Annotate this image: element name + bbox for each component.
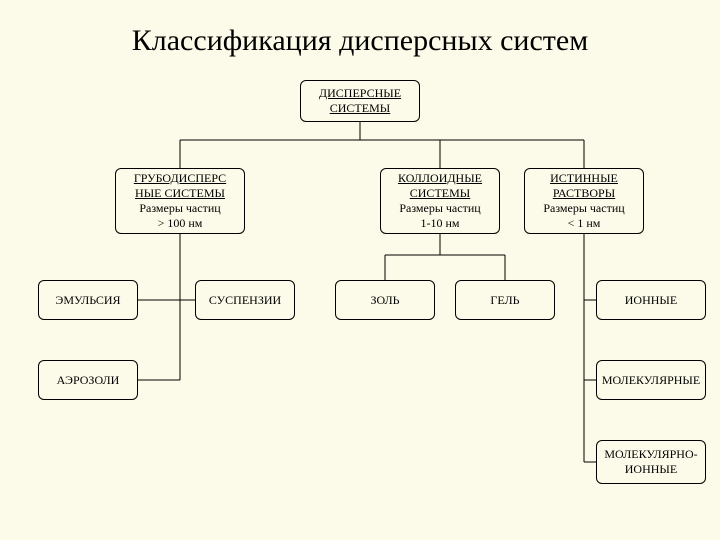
page-title: Классификация дисперсных систем bbox=[0, 24, 720, 58]
node-colloid: КОЛЛОИДНЫЕСИСТЕМЫРазмеры частиц1-10 нм bbox=[380, 168, 500, 234]
node-molec: МОЛЕКУЛЯРНЫЕ bbox=[596, 360, 706, 400]
node-susp: СУСПЕНЗИИ bbox=[195, 280, 295, 320]
node-emul: ЭМУЛЬСИЯ bbox=[38, 280, 138, 320]
node-gel: ГЕЛЬ bbox=[455, 280, 555, 320]
node-coarse: ГРУБОДИСПЕРСНЫЕ СИСТЕМЫРазмеры частиц> 1… bbox=[115, 168, 245, 234]
node-true-head: ИСТИННЫЕРАСТВОРЫ bbox=[550, 171, 618, 201]
node-coarse-sub: Размеры частиц> 100 нм bbox=[139, 201, 220, 231]
node-colloid-head: КОЛЛОИДНЫЕСИСТЕМЫ bbox=[398, 171, 482, 201]
node-true-sub: Размеры частиц< 1 нм bbox=[543, 201, 624, 231]
diagram-stage: Классификация дисперсных систем ДИСПЕРСН… bbox=[0, 0, 720, 540]
node-aero: АЭРОЗОЛИ bbox=[38, 360, 138, 400]
node-true: ИСТИННЫЕРАСТВОРЫРазмеры частиц< 1 нм bbox=[524, 168, 644, 234]
node-colloid-sub: Размеры частиц1-10 нм bbox=[399, 201, 480, 231]
node-molion: МОЛЕКУЛЯРНО-ИОННЫЕ bbox=[596, 440, 706, 484]
node-ion: ИОННЫЕ bbox=[596, 280, 706, 320]
node-root-head: ДИСПЕРСНЫЕСИСТЕМЫ bbox=[319, 86, 401, 116]
node-sol: ЗОЛЬ bbox=[335, 280, 435, 320]
node-coarse-head: ГРУБОДИСПЕРСНЫЕ СИСТЕМЫ bbox=[134, 171, 226, 201]
node-root: ДИСПЕРСНЫЕСИСТЕМЫ bbox=[300, 80, 420, 122]
